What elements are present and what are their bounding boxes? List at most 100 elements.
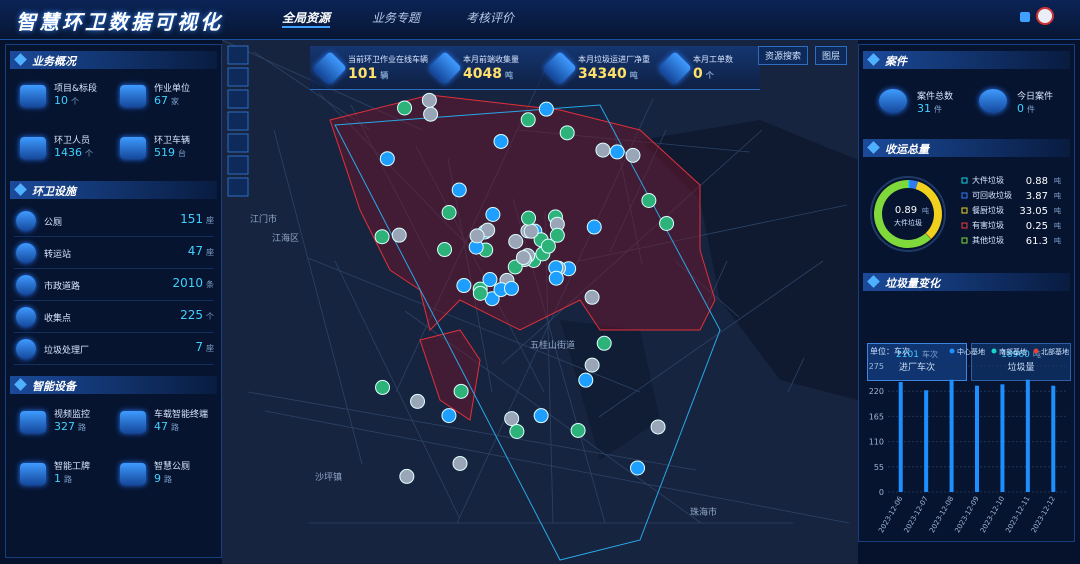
map-marker[interactable] bbox=[441, 204, 457, 220]
map-marker[interactable] bbox=[641, 192, 657, 208]
map-marker[interactable] bbox=[452, 455, 468, 471]
legend-unit: 吨 bbox=[1054, 206, 1061, 215]
map-button[interactable]: 图层 bbox=[815, 46, 848, 65]
map-marker[interactable] bbox=[399, 468, 415, 484]
x-tick-label: 2023-12-10 bbox=[979, 495, 1006, 534]
case-icon bbox=[879, 89, 907, 113]
map-marker[interactable] bbox=[374, 229, 390, 245]
map-marker[interactable] bbox=[520, 112, 536, 128]
map-marker[interactable] bbox=[548, 270, 564, 286]
map-label: 江海区 bbox=[272, 232, 299, 244]
map-marker[interactable] bbox=[421, 92, 437, 108]
map-marker[interactable] bbox=[503, 280, 519, 296]
map-marker[interactable] bbox=[630, 460, 646, 476]
legend-label: 可回收垃圾 bbox=[972, 190, 1012, 200]
map-button[interactable]: 资源搜索 bbox=[758, 46, 809, 65]
map-tool[interactable] bbox=[227, 177, 249, 197]
y-tick-label: 275 bbox=[869, 362, 884, 371]
road bbox=[544, 210, 554, 524]
map-marker[interactable] bbox=[595, 142, 611, 158]
legend-unit: 吨 bbox=[1054, 236, 1061, 245]
map-marker[interactable] bbox=[493, 133, 509, 149]
section-title: 垃圾量变化 bbox=[863, 273, 1070, 291]
map-tool[interactable] bbox=[227, 111, 249, 131]
item-value: 2010 条 bbox=[172, 276, 214, 290]
road bbox=[415, 145, 545, 393]
bar bbox=[924, 390, 929, 492]
map-marker[interactable] bbox=[469, 228, 485, 244]
map-marker[interactable] bbox=[379, 151, 395, 167]
summary-label: 进厂车次 bbox=[898, 363, 935, 373]
road bbox=[318, 92, 484, 262]
map-marker[interactable] bbox=[410, 393, 426, 409]
nav-tab[interactable]: 考核评价 bbox=[466, 11, 515, 25]
x-tick-label: 2023-12-08 bbox=[928, 495, 955, 534]
map-marker[interactable] bbox=[540, 238, 556, 254]
map-marker[interactable] bbox=[509, 423, 525, 439]
map-label: 五桂山街道 bbox=[530, 339, 575, 351]
legend-unit: 吨 bbox=[1054, 221, 1061, 230]
item-label: 环卫人员 bbox=[54, 136, 91, 146]
map-marker[interactable] bbox=[538, 101, 554, 117]
stat-value: 4048 吨 bbox=[463, 66, 513, 82]
nav-tab[interactable]: 业务专题 bbox=[372, 11, 421, 25]
item-unit: 路 bbox=[64, 475, 72, 484]
home-icon[interactable] bbox=[1020, 12, 1030, 22]
map-marker[interactable] bbox=[508, 234, 524, 250]
map-marker[interactable] bbox=[482, 272, 498, 288]
map-marker[interactable] bbox=[570, 422, 586, 438]
map-marker[interactable] bbox=[559, 125, 575, 141]
map-tool[interactable] bbox=[227, 155, 249, 175]
map-marker[interactable] bbox=[397, 100, 413, 116]
map-marker[interactable] bbox=[521, 210, 537, 226]
item-value: 67 家 bbox=[154, 94, 179, 107]
map-marker[interactable] bbox=[437, 242, 453, 258]
legend-swatch bbox=[961, 192, 968, 199]
map-marker[interactable] bbox=[549, 227, 565, 243]
map-marker[interactable] bbox=[453, 383, 469, 399]
map-marker[interactable] bbox=[533, 408, 549, 424]
map-marker[interactable] bbox=[586, 219, 602, 235]
map-marker[interactable] bbox=[451, 182, 467, 198]
item-label: 公厕 bbox=[44, 218, 63, 228]
nav-tab[interactable]: 全局资源 bbox=[282, 9, 331, 28]
map-marker[interactable] bbox=[504, 411, 520, 427]
map-tool[interactable] bbox=[227, 89, 249, 109]
map-marker[interactable] bbox=[523, 223, 539, 239]
item-icon bbox=[20, 137, 46, 159]
map-marker[interactable] bbox=[578, 372, 594, 388]
map-marker[interactable] bbox=[507, 259, 523, 275]
map-marker[interactable] bbox=[584, 289, 600, 305]
legend-value: 0.88 bbox=[1026, 176, 1048, 187]
stat-icon bbox=[313, 51, 347, 85]
map-marker[interactable] bbox=[485, 207, 501, 223]
map-marker[interactable] bbox=[596, 335, 612, 351]
legend-unit: 吨 bbox=[1054, 176, 1061, 185]
stat-value: 101 辆 bbox=[348, 66, 389, 82]
avatar[interactable] bbox=[1036, 7, 1054, 25]
road bbox=[787, 357, 805, 393]
map-marker[interactable] bbox=[391, 227, 407, 243]
map-tool[interactable] bbox=[227, 67, 249, 87]
legend-label: 有害垃圾 bbox=[972, 220, 1004, 230]
map-marker[interactable] bbox=[625, 147, 641, 163]
map-marker[interactable] bbox=[441, 408, 457, 424]
boundary bbox=[334, 104, 721, 561]
map-marker[interactable] bbox=[423, 106, 439, 122]
right-panel: 案件 案件总数 31 件今日案件 0 件 收运总量 垃圾量变化 2101 车次 进厂车次 … bbox=[858, 44, 1075, 542]
map-marker[interactable] bbox=[650, 419, 666, 435]
map-marker[interactable] bbox=[456, 278, 472, 294]
map-marker[interactable] bbox=[472, 285, 488, 301]
map-marker[interactable] bbox=[609, 144, 625, 160]
map-tool[interactable] bbox=[227, 45, 249, 65]
x-tick-label: 2023-12-09 bbox=[953, 495, 980, 534]
map-marker[interactable] bbox=[375, 379, 391, 395]
map-marker[interactable] bbox=[659, 215, 675, 231]
map-marker[interactable] bbox=[515, 250, 531, 266]
map-marker[interactable] bbox=[584, 357, 600, 373]
stat-label: 当前环卫作业在线车辆 bbox=[348, 55, 428, 64]
map-tool[interactable] bbox=[227, 133, 249, 153]
